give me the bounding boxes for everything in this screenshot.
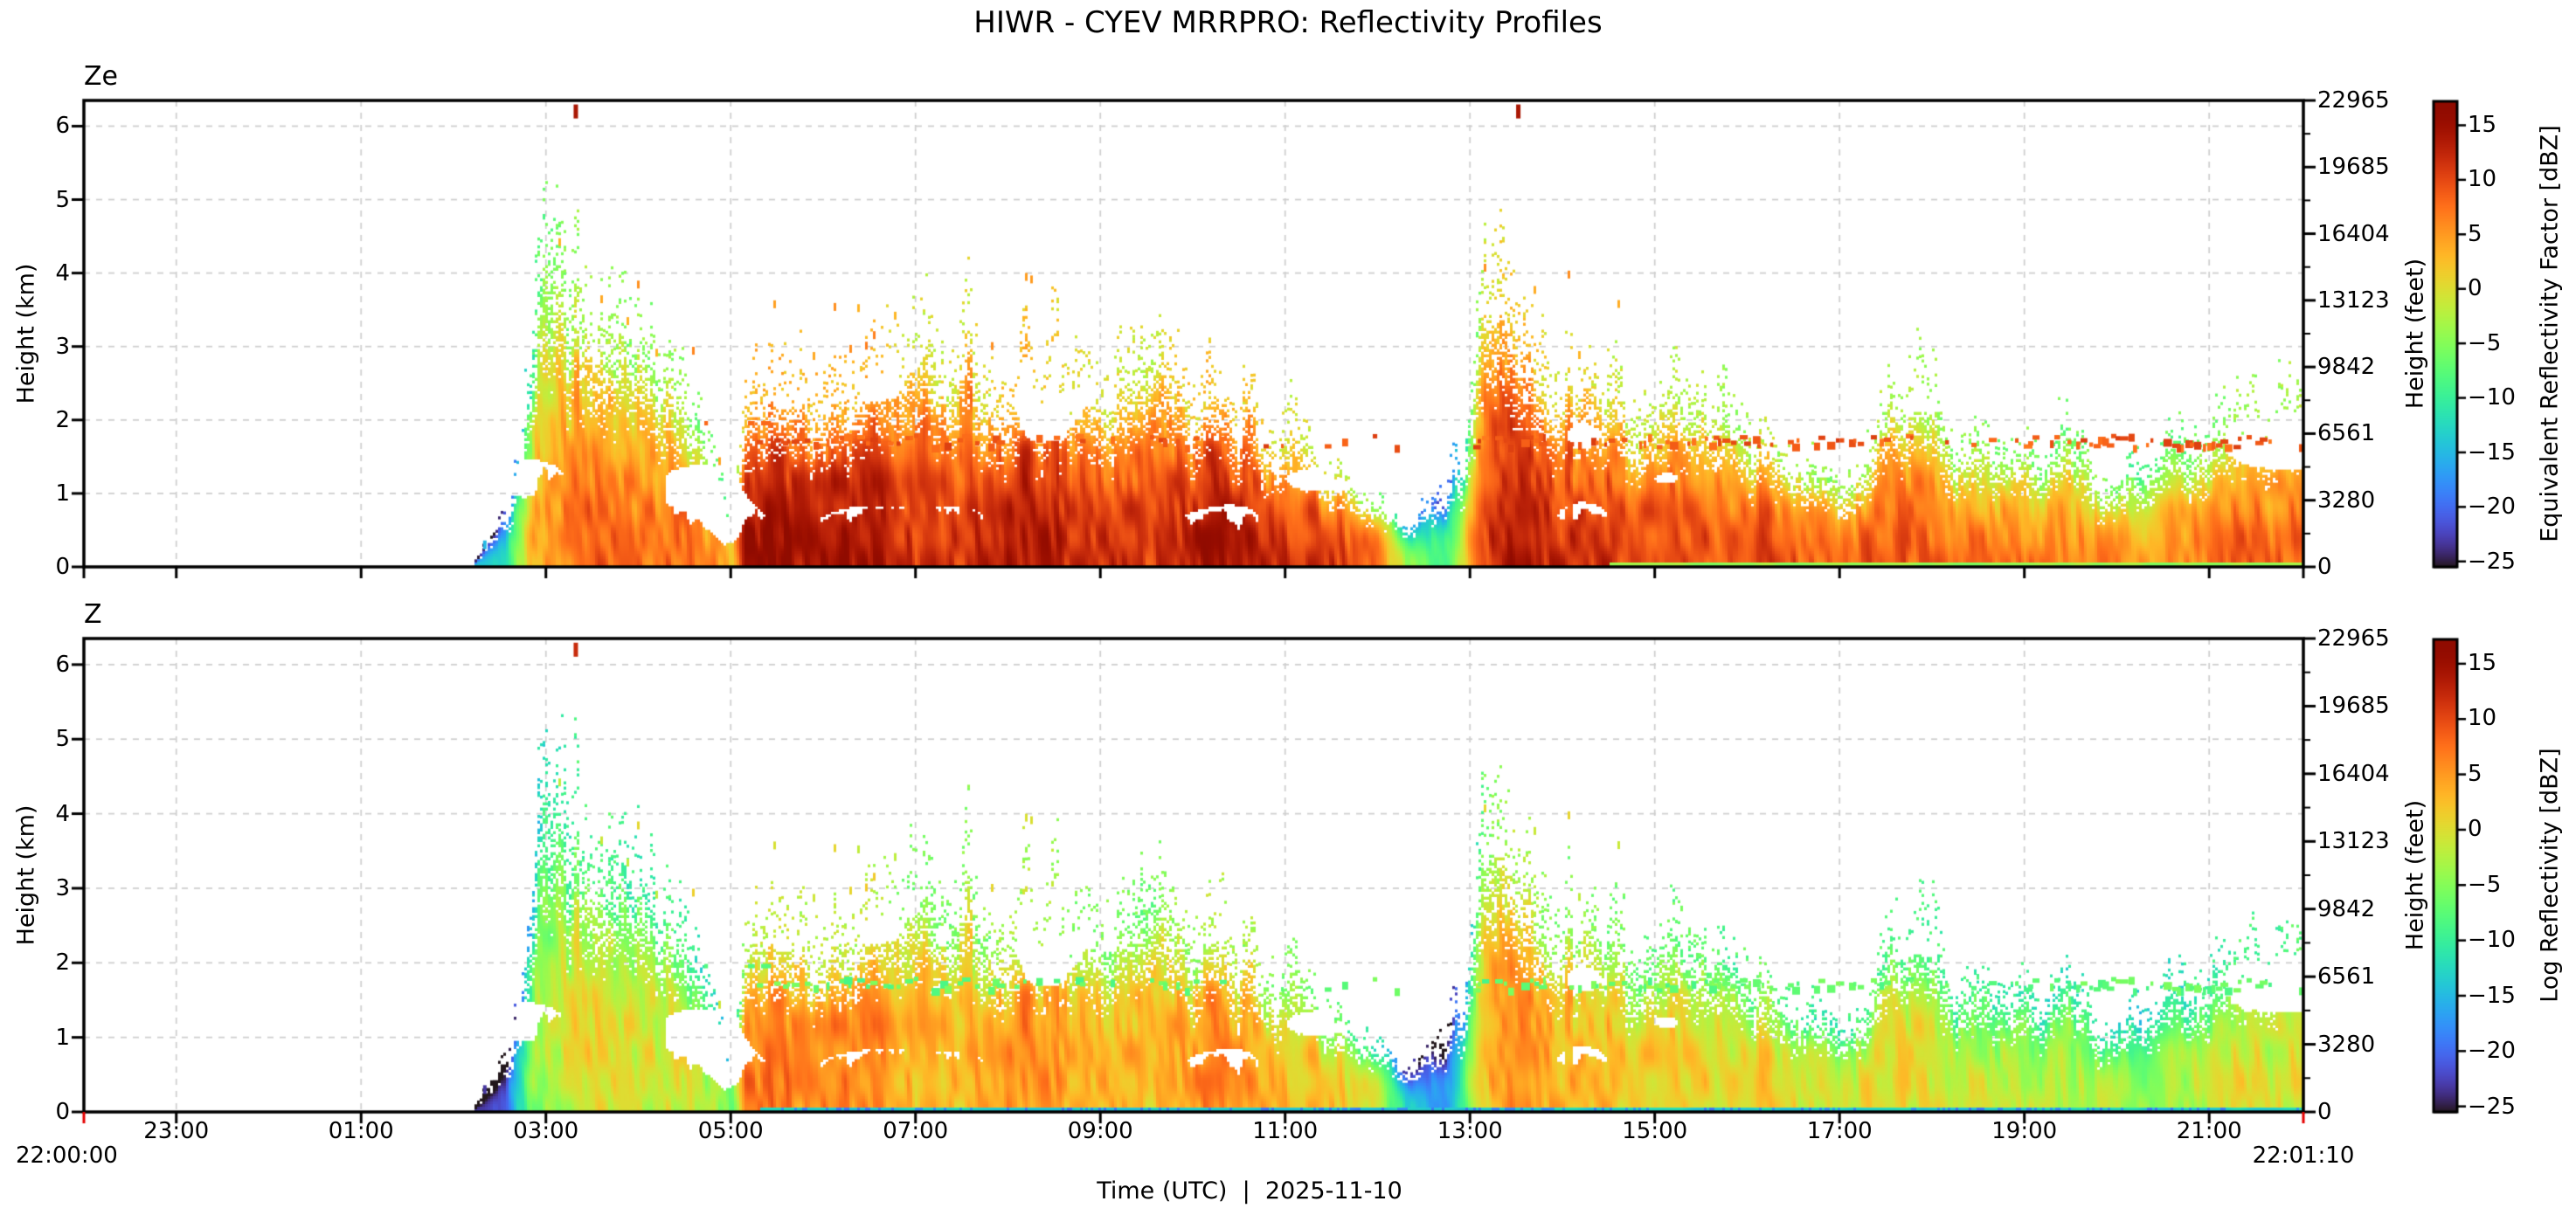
feet-tick-label: 0 bbox=[2317, 554, 2332, 580]
feet-tick-label: 19685 bbox=[2317, 693, 2390, 720]
feet-tick-label: 0 bbox=[2317, 1099, 2332, 1125]
km-tick-label: 6 bbox=[55, 651, 70, 678]
colorbar-tick-label: −5 bbox=[2468, 871, 2502, 898]
ylabel-feet-bottom: Height (feet) bbox=[2401, 799, 2429, 951]
km-tick-label: 1 bbox=[55, 480, 70, 507]
km-tick-label: 6 bbox=[55, 113, 70, 140]
time-tick-label: 07:00 bbox=[883, 1118, 949, 1144]
km-tick-label: 5 bbox=[55, 186, 70, 213]
colorbar-tick-label: 0 bbox=[2468, 816, 2483, 843]
feet-tick-label: 22965 bbox=[2317, 625, 2390, 652]
colorbar-label-z: Log Reflectivity [dBZ] bbox=[2536, 748, 2564, 1003]
figure-title: HIWR - CYEV MRRPRO: Reflectivity Profile… bbox=[973, 5, 1603, 40]
km-tick-label: 5 bbox=[55, 726, 70, 753]
colorbar-tick-label: 5 bbox=[2468, 220, 2483, 247]
km-tick-label: 4 bbox=[55, 800, 70, 827]
ylabel-km-top: Height (km) bbox=[12, 263, 40, 404]
colorbar-tick-label: 5 bbox=[2468, 760, 2483, 787]
feet-tick-label: 6561 bbox=[2317, 420, 2376, 447]
feet-tick-label: 13123 bbox=[2317, 828, 2390, 855]
colorbar-tick-label: −5 bbox=[2468, 329, 2502, 356]
colorbar-tick-label: 10 bbox=[2468, 166, 2497, 193]
time-tick-label: 01:00 bbox=[328, 1118, 394, 1144]
feet-tick-label: 9842 bbox=[2317, 354, 2376, 381]
time-tick-label: 23:00 bbox=[143, 1118, 210, 1144]
km-tick-label: 1 bbox=[55, 1024, 70, 1051]
feet-tick-label: 9842 bbox=[2317, 895, 2376, 922]
colorbar-label-ze: Equivalent Reflectivity Factor [dBZ] bbox=[2536, 125, 2564, 542]
time-tick-label: 17:00 bbox=[1806, 1118, 1873, 1144]
colorbar-tick-label: −25 bbox=[2468, 1093, 2516, 1120]
x-axis-end-time-label: 22:01:10 bbox=[2252, 1143, 2355, 1169]
panel-label-z: Z bbox=[84, 599, 102, 630]
km-tick-label: 0 bbox=[55, 554, 70, 580]
feet-tick-label: 16404 bbox=[2317, 760, 2390, 787]
time-tick-label: 21:00 bbox=[2176, 1118, 2242, 1144]
colorbar-tick-label: 15 bbox=[2468, 649, 2497, 676]
colorbar-tick-label: −25 bbox=[2468, 548, 2516, 575]
time-tick-label: 15:00 bbox=[1622, 1118, 1688, 1144]
colorbar-tick-label: −10 bbox=[2468, 927, 2516, 954]
km-tick-label: 4 bbox=[55, 259, 70, 287]
feet-tick-label: 22965 bbox=[2317, 87, 2390, 114]
ylabel-km-bottom: Height (km) bbox=[12, 804, 40, 946]
km-tick-label: 0 bbox=[55, 1099, 70, 1125]
feet-tick-label: 3280 bbox=[2317, 1031, 2376, 1058]
time-tick-label: 09:00 bbox=[1067, 1118, 1133, 1144]
x-axis-start-time-label: 22:00:00 bbox=[16, 1143, 118, 1169]
time-tick-label: 11:00 bbox=[1252, 1118, 1319, 1144]
feet-tick-label: 6561 bbox=[2317, 963, 2376, 991]
time-tick-label: 05:00 bbox=[697, 1118, 764, 1144]
x-axis-label: Time (UTC) | 2025-11-10 bbox=[1097, 1177, 1402, 1205]
feet-tick-label: 19685 bbox=[2317, 154, 2390, 181]
ylabel-feet-top: Height (feet) bbox=[2401, 258, 2429, 410]
km-tick-label: 3 bbox=[55, 333, 70, 360]
colorbar-tick-label: −20 bbox=[2468, 494, 2516, 521]
colorbar-tick-label: −20 bbox=[2468, 1038, 2516, 1065]
colorbar-tick-label: 15 bbox=[2468, 111, 2497, 138]
km-tick-label: 2 bbox=[55, 949, 70, 977]
time-tick-label: 13:00 bbox=[1437, 1118, 1503, 1144]
time-tick-label: 03:00 bbox=[513, 1118, 579, 1144]
colorbar-tick-label: 10 bbox=[2468, 705, 2497, 732]
km-tick-label: 2 bbox=[55, 406, 70, 433]
km-tick-label: 3 bbox=[55, 874, 70, 901]
colorbar-tick-label: −15 bbox=[2468, 982, 2516, 1009]
colorbar-tick-label: −15 bbox=[2468, 438, 2516, 466]
colorbar-tick-label: 0 bbox=[2468, 275, 2483, 302]
time-tick-label: 19:00 bbox=[1991, 1118, 2058, 1144]
feet-tick-label: 3280 bbox=[2317, 487, 2376, 514]
feet-tick-label: 13123 bbox=[2317, 287, 2390, 314]
panel-label-ze: Ze bbox=[84, 61, 119, 92]
feet-tick-label: 16404 bbox=[2317, 220, 2390, 247]
colorbar-tick-label: −10 bbox=[2468, 384, 2516, 411]
